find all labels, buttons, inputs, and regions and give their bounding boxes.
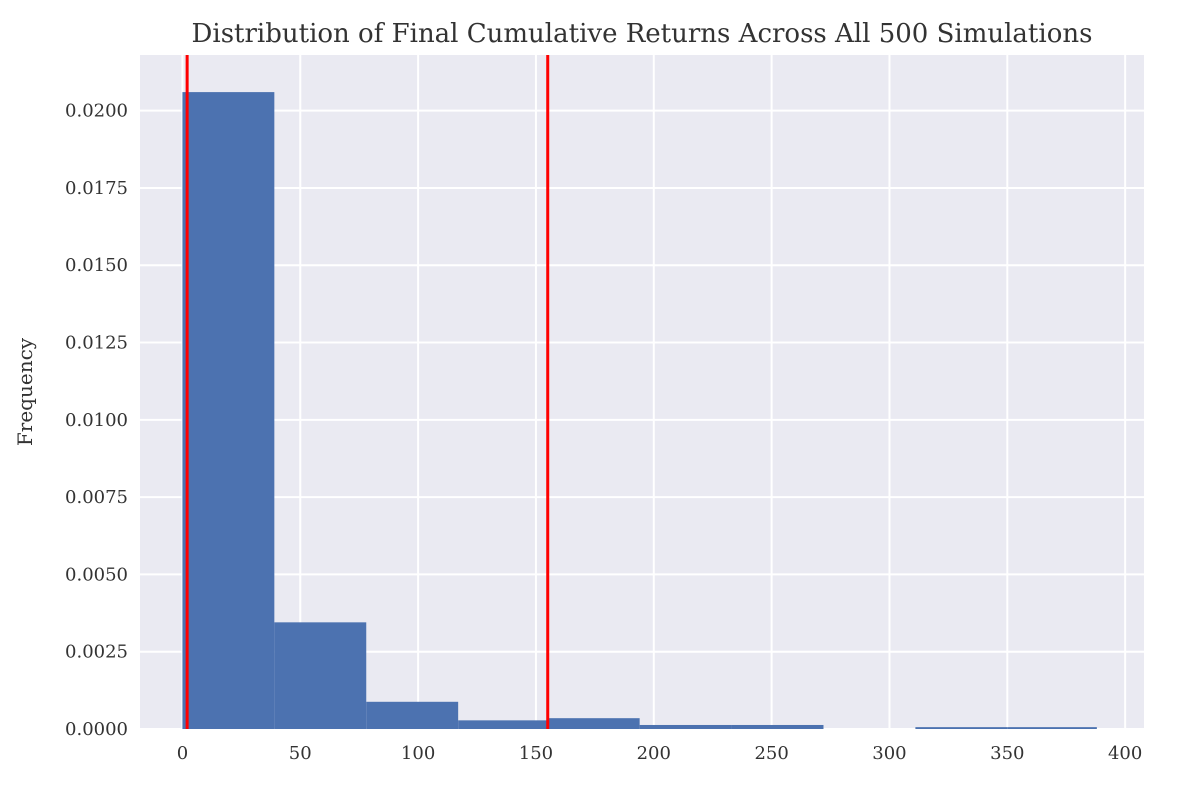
x-tick-label: 50 (289, 743, 312, 764)
x-tick-label: 0 (177, 743, 188, 764)
y-axis-label: Frequency (13, 337, 37, 446)
x-tick-label: 200 (637, 743, 671, 764)
histogram-bar (182, 92, 275, 730)
y-tick-label: 0.0000 (65, 719, 128, 740)
y-axis-ticks: 0.0000 0.0025 0.0050 0.0075 0.0100 0.0125 0.01… (65, 101, 128, 740)
y-tick-label: 0.0150 (65, 255, 128, 276)
histogram-bar (639, 724, 732, 729)
histogram-bar (1007, 727, 1097, 729)
y-tick-label: 0.0125 (65, 333, 128, 354)
x-tick-label: 250 (754, 743, 788, 764)
plot-area (140, 55, 1144, 729)
y-tick-label: 0.0100 (65, 410, 128, 431)
histogram-bar (731, 724, 824, 729)
x-tick-label: 400 (1108, 743, 1142, 764)
x-axis-ticks: 0 50 100 150 200 250 300 350 400 (177, 743, 1143, 764)
y-tick-label: 0.0175 (65, 178, 128, 199)
x-tick-label: 350 (990, 743, 1024, 764)
histogram-bar (547, 718, 640, 729)
histogram-bar (458, 720, 548, 729)
y-tick-label: 0.0050 (65, 564, 128, 585)
histogram-bars (182, 92, 1097, 730)
x-tick-label: 300 (872, 743, 906, 764)
chart-title: Distribution of Final Cumulative Returns… (192, 19, 1093, 49)
reference-lines (185, 55, 550, 729)
histogram-bar (915, 727, 1008, 729)
histogram-bar (366, 701, 459, 729)
y-tick-label: 0.0025 (65, 642, 128, 663)
histogram-bar (274, 622, 367, 729)
y-tick-label: 0.0200 (65, 101, 128, 122)
y-tick-label: 0.0075 (65, 487, 128, 508)
x-tick-label: 100 (401, 743, 435, 764)
x-tick-label: 150 (519, 743, 553, 764)
